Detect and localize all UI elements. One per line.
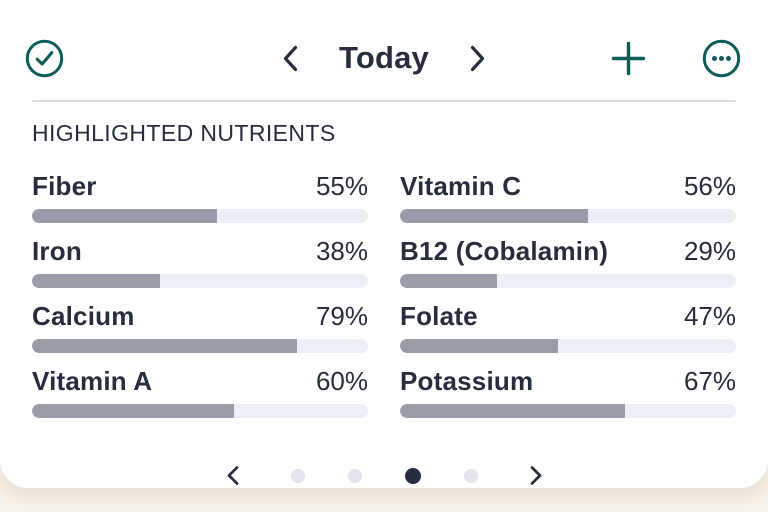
nutrient-name: B12 (Cobalamin) [400, 236, 609, 266]
plus-icon [611, 41, 646, 75]
nutrient-name: Vitamin C [400, 171, 522, 201]
nutrition-card: Today HIGHLI [0, 0, 768, 488]
chevron-left-icon [227, 466, 238, 485]
nutrient-percent: 47% [683, 301, 736, 331]
nutrient-item-b12: B12 (Cobalamin) 29% [400, 236, 736, 288]
progress-bar [32, 274, 368, 288]
prev-day-button[interactable] [282, 45, 299, 72]
nutrient-percent: 38% [315, 236, 368, 266]
progress-bar [400, 339, 736, 353]
pagination-dot[interactable] [290, 468, 305, 483]
progress-bar-fill [32, 404, 234, 418]
nutrient-grid: Fiber 55% Vitamin C 56% Iron 38% [0, 171, 768, 431]
header-divider [32, 100, 736, 102]
progress-bar-fill [32, 339, 298, 353]
nutrient-name: Calcium [32, 301, 135, 331]
nutrient-item-iron: Iron 38% [32, 236, 368, 288]
nutrient-item-folate: Folate 47% [400, 301, 736, 353]
nutrient-name: Potassium [400, 366, 534, 396]
progress-bar [400, 209, 736, 223]
progress-bar-fill [400, 339, 558, 353]
date-navigation: Today [282, 40, 486, 76]
progress-bar-fill [400, 404, 626, 418]
nutrient-percent: 60% [315, 366, 368, 396]
nutrient-item-calcium: Calcium 79% [32, 301, 368, 353]
nutrient-name: Folate [400, 301, 478, 331]
progress-bar-fill [400, 274, 498, 288]
progress-bar [32, 404, 368, 418]
progress-bar-fill [32, 209, 217, 223]
nutrient-percent: 55% [315, 171, 368, 201]
progress-bar-fill [32, 274, 160, 288]
date-title: Today [339, 40, 429, 75]
chevron-left-icon [283, 45, 298, 71]
nutrient-item-potassium: Potassium 67% [400, 366, 736, 418]
pagination-dot[interactable] [463, 468, 478, 483]
chevron-right-icon [470, 45, 485, 71]
pagination-dot[interactable] [404, 467, 421, 484]
more-menu-button[interactable] [701, 38, 742, 79]
header: Today [0, 34, 768, 82]
check-circle-button[interactable] [24, 38, 65, 79]
nutrient-name: Fiber [32, 171, 97, 201]
check-circle-icon [25, 39, 64, 77]
progress-bar [32, 339, 368, 353]
nutrient-name: Vitamin A [32, 366, 153, 396]
pagination-prev-button[interactable] [226, 465, 240, 486]
ellipsis-circle-icon [702, 39, 741, 77]
pagination-dot[interactable] [347, 468, 362, 483]
progress-bar [400, 274, 736, 288]
progress-bar-fill [400, 209, 589, 223]
nutrient-percent: 29% [683, 236, 736, 266]
pagination [0, 465, 768, 486]
pagination-next-button[interactable] [529, 465, 543, 486]
next-day-button[interactable] [469, 45, 486, 72]
nutrient-percent: 67% [683, 366, 736, 396]
nutrient-percent: 56% [683, 171, 736, 201]
nutrient-item-vitamin-a: Vitamin A 60% [32, 366, 368, 418]
nutrient-item-fiber: Fiber 55% [32, 171, 368, 223]
progress-bar [400, 404, 736, 418]
chevron-right-icon [530, 466, 541, 485]
progress-bar [32, 209, 368, 223]
add-button[interactable] [610, 40, 647, 77]
header-actions [610, 38, 742, 79]
section-title: HIGHLIGHTED NUTRIENTS [32, 120, 336, 146]
nutrient-percent: 79% [315, 301, 368, 331]
nutrient-item-vitamin-c: Vitamin C 56% [400, 171, 736, 223]
nutrient-name: Iron [32, 236, 82, 266]
